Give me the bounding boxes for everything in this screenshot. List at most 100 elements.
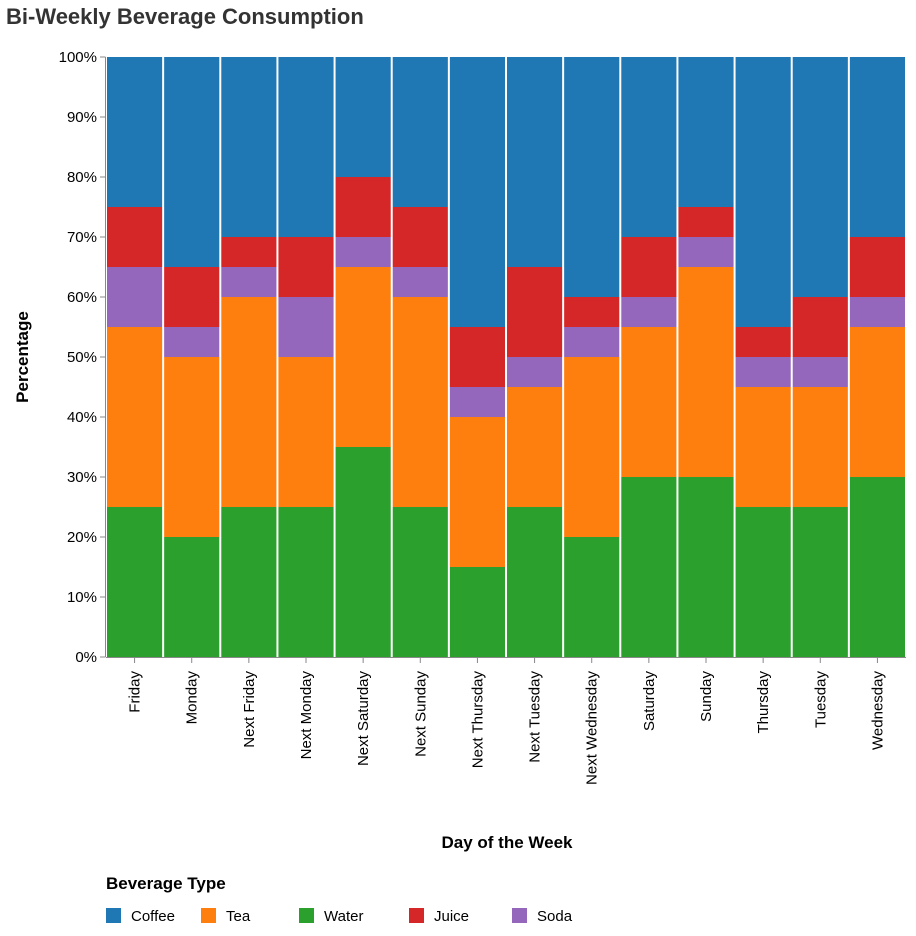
- bar-segment-water-next-thursday: [449, 567, 505, 657]
- bar-segment-coffee-wednesday: [849, 57, 905, 237]
- bar-segment-water-monday: [164, 537, 220, 657]
- x-axis-title: Day of the Week: [441, 833, 573, 852]
- bar-segment-coffee-next-saturday: [335, 57, 391, 177]
- x-tick-label: Tuesday: [812, 671, 829, 728]
- bar-segment-soda-monday: [164, 327, 220, 357]
- bar-segment-coffee-thursday: [735, 57, 791, 327]
- bar-segment-tea-friday: [107, 327, 163, 507]
- bar-segment-coffee-next-sunday: [392, 57, 448, 207]
- y-tick-label: 50%: [67, 349, 97, 366]
- bar-segment-coffee-friday: [107, 57, 163, 207]
- bar-segment-juice-next-monday: [278, 237, 334, 297]
- y-axis-title: Percentage: [13, 311, 32, 403]
- y-tick-label: 60%: [67, 289, 97, 306]
- legend: Beverage Type Coffee Tea Water Juice Soda: [106, 874, 573, 925]
- legend-label-soda: Soda: [537, 908, 573, 925]
- y-tick-label: 100%: [59, 49, 97, 66]
- bar-segment-tea-sunday: [678, 267, 734, 477]
- bar-segment-juice-saturday: [621, 237, 677, 297]
- bar-segment-soda-thursday: [735, 357, 791, 387]
- legend-swatch-coffee: [106, 908, 121, 923]
- bar-segment-tea-next-saturday: [335, 267, 391, 447]
- legend-swatch-soda: [512, 908, 527, 923]
- bar-segment-water-next-wednesday: [564, 537, 620, 657]
- bar-segment-water-tuesday: [792, 507, 848, 657]
- bar-segment-soda-next-monday: [278, 297, 334, 357]
- bar-segment-juice-next-sunday: [392, 207, 448, 267]
- x-tick-label: Next Monday: [298, 671, 315, 760]
- legend-label-tea: Tea: [226, 908, 251, 925]
- y-tick-label: 30%: [67, 469, 97, 486]
- bar-segment-soda-tuesday: [792, 357, 848, 387]
- bar-segment-juice-next-thursday: [449, 327, 505, 387]
- bar-segment-tea-monday: [164, 357, 220, 537]
- bar-segment-coffee-tuesday: [792, 57, 848, 297]
- y-axis: 0% 10% 20% 30% 40% 50% 60% 70% 80% 90% 100%: [59, 49, 106, 666]
- bar-segment-coffee-next-tuesday: [507, 57, 563, 267]
- chart-title: Bi-Weekly Beverage Consumption: [6, 4, 364, 29]
- bar-segment-juice-wednesday: [849, 237, 905, 297]
- bar-segment-water-next-friday: [221, 507, 277, 657]
- bar-segment-soda-next-wednesday: [564, 327, 620, 357]
- bar-segment-coffee-monday: [164, 57, 220, 267]
- bar-segment-juice-thursday: [735, 327, 791, 357]
- bar-segment-tea-saturday: [621, 327, 677, 477]
- bars-group: [107, 57, 905, 657]
- bar-segment-soda-saturday: [621, 297, 677, 327]
- y-tick-label: 0%: [75, 649, 97, 666]
- bar-segment-soda-next-sunday: [392, 267, 448, 297]
- legend-label-juice: Juice: [434, 908, 469, 925]
- legend-swatch-water: [299, 908, 314, 923]
- bar-segment-juice-next-tuesday: [507, 267, 563, 357]
- bar-segment-tea-tuesday: [792, 387, 848, 507]
- bar-segment-soda-next-saturday: [335, 237, 391, 267]
- bar-segment-tea-next-sunday: [392, 297, 448, 507]
- bar-segment-water-sunday: [678, 477, 734, 657]
- bar-segment-juice-tuesday: [792, 297, 848, 357]
- x-tick-label: Wednesday: [869, 671, 886, 750]
- x-tick-label: Next Friday: [241, 671, 258, 748]
- bar-segment-water-friday: [107, 507, 163, 657]
- y-tick-label: 20%: [67, 529, 97, 546]
- bar-segment-soda-sunday: [678, 237, 734, 267]
- bar-segment-coffee-next-monday: [278, 57, 334, 237]
- y-tick-label: 80%: [67, 169, 97, 186]
- bar-segment-juice-next-wednesday: [564, 297, 620, 327]
- bar-segment-tea-next-wednesday: [564, 357, 620, 537]
- x-tick-label: Friday: [127, 671, 144, 713]
- bar-segment-tea-thursday: [735, 387, 791, 507]
- legend-title: Beverage Type: [106, 874, 226, 893]
- bar-segment-tea-next-thursday: [449, 417, 505, 567]
- x-tick-label: Next Thursday: [469, 671, 486, 769]
- bar-segment-soda-friday: [107, 267, 163, 327]
- y-tick-label: 90%: [67, 109, 97, 126]
- bar-segment-juice-monday: [164, 267, 220, 327]
- bar-segment-juice-friday: [107, 207, 163, 267]
- bar-segment-tea-next-monday: [278, 357, 334, 507]
- x-axis: Friday Monday Next Friday Next Monday Next S…: [106, 657, 906, 785]
- bar-segment-coffee-sunday: [678, 57, 734, 207]
- bar-segment-water-next-tuesday: [507, 507, 563, 657]
- x-tick-label: Thursday: [755, 671, 772, 734]
- bar-segment-soda-next-tuesday: [507, 357, 563, 387]
- legend-label-water: Water: [324, 908, 363, 925]
- x-tick-label: Next Sunday: [412, 671, 429, 757]
- bar-segment-juice-next-friday: [221, 237, 277, 267]
- bar-segment-tea-next-tuesday: [507, 387, 563, 507]
- x-tick-label: Monday: [184, 671, 201, 725]
- bar-segment-water-next-monday: [278, 507, 334, 657]
- x-tick-label: Saturday: [641, 671, 658, 732]
- bar-segment-water-saturday: [621, 477, 677, 657]
- bar-segment-water-thursday: [735, 507, 791, 657]
- bar-segment-juice-next-saturday: [335, 177, 391, 237]
- bar-segment-water-next-sunday: [392, 507, 448, 657]
- x-tick-label: Sunday: [698, 671, 715, 722]
- x-tick-label: Next Tuesday: [527, 671, 544, 763]
- bar-segment-coffee-saturday: [621, 57, 677, 237]
- bar-segment-soda-next-friday: [221, 267, 277, 297]
- bar-segment-coffee-next-wednesday: [564, 57, 620, 297]
- bar-segment-soda-wednesday: [849, 297, 905, 327]
- x-tick-label: Next Saturday: [355, 671, 372, 767]
- bar-segment-tea-wednesday: [849, 327, 905, 477]
